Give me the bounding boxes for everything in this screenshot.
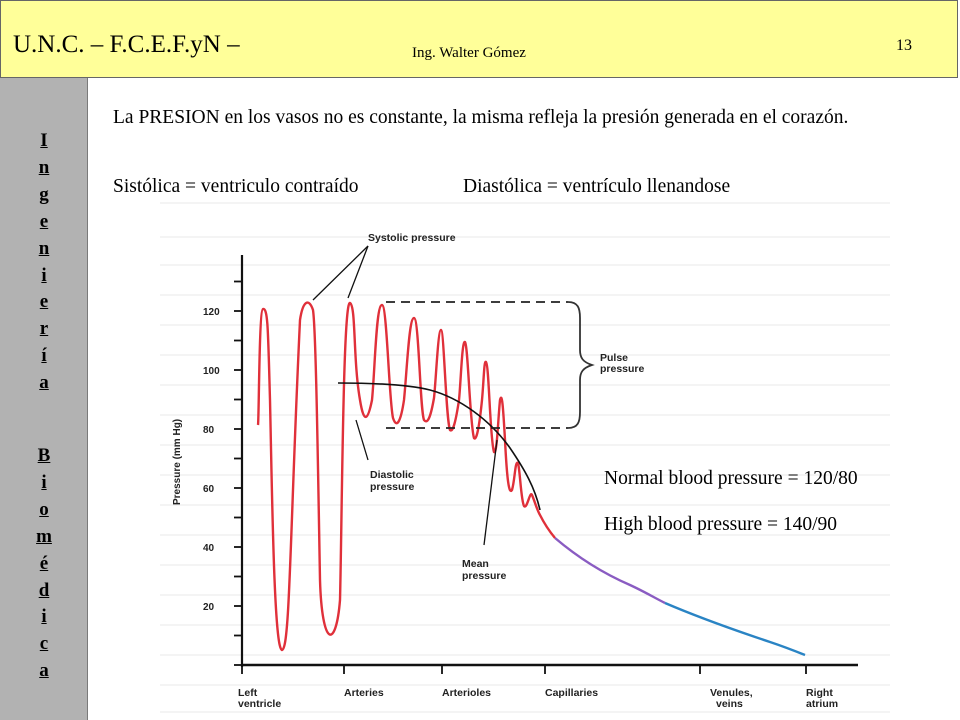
pulse-pressure-bracket [567,301,595,429]
x-category-label: Arteries [344,687,384,699]
page-number: 13 [896,37,912,54]
ingenieria-letter: í [41,345,47,367]
y-tick-label: 40 [203,543,215,554]
normal-bp-note: Normal blood pressure = 120/80 [604,468,858,489]
diastolic-label-2: pressure [370,481,415,493]
systolic-label: Systolic pressure [368,232,456,244]
ingenieria-letter: e [39,291,49,313]
mean-pressure-curve [337,382,541,511]
y-tick-label: 20 [203,602,215,613]
ingenieria-letter: n [38,237,50,259]
y-tick-label: 100 [203,366,220,377]
high-bp-note: High blood pressure = 140/90 [604,514,838,535]
biomedica-letter: a [39,660,49,682]
mean-label-2: pressure [462,570,507,582]
y-tick-label: 120 [203,307,220,318]
header-bar: U.N.C. – F.C.E.F.yN – Ing. Walter Gómez … [0,0,958,78]
ingenieria-letter: i [41,264,47,286]
ingenieria-letter: g [39,183,49,205]
intro-paragraph: La PRESION en los vasos no es constante,… [113,107,849,128]
biomedica-letter: i [41,471,47,493]
pressure-trace-blue [664,601,806,657]
x-category-label: Venules, veins [710,687,753,710]
biomedica-letter: o [39,498,49,520]
header-author: Ing. Walter Gómez [412,45,526,61]
header-title: U.N.C. – F.C.E.F.yN – [13,31,240,58]
ingenieria-letter: r [39,318,49,340]
x-category-label: Right atrium [806,687,838,710]
biomedica-letter: d [38,579,50,601]
pressure-trace-purple [554,537,666,605]
pulse-label-1: Pulse [600,352,628,364]
biomedica-letter: c [39,633,49,655]
ingenieria-letter: I [40,130,48,151]
pressure-trace-red [256,301,556,652]
pulse-label-2: pressure [600,363,645,375]
diastolic-definition: Diastólica = ventrículo llenandose [463,176,731,197]
y-tick-label: 60 [203,484,215,495]
x-category-label: Left ventricle [238,687,281,710]
biomedica-letter: B [37,445,51,466]
y-axis-label: Pressure (mm Hg) [172,419,183,505]
systolic-definition: Sistólica = ventriculo contraído [113,176,359,197]
y-tick-label: 80 [203,425,215,436]
diastolic-label-1: Diastolic [370,469,414,481]
x-category-label: Capillaries [545,687,598,699]
biomedica-letter: m [36,525,52,547]
ingenieria-letter: a [39,372,49,394]
biomedica-letter: é [39,552,49,574]
biomedica-letter: i [41,606,47,628]
mean-label-1: Mean [462,558,489,570]
x-category-label: Arterioles [442,687,491,699]
ingenieria-letter: e [39,210,49,232]
ingenieria-letter: n [38,156,50,178]
